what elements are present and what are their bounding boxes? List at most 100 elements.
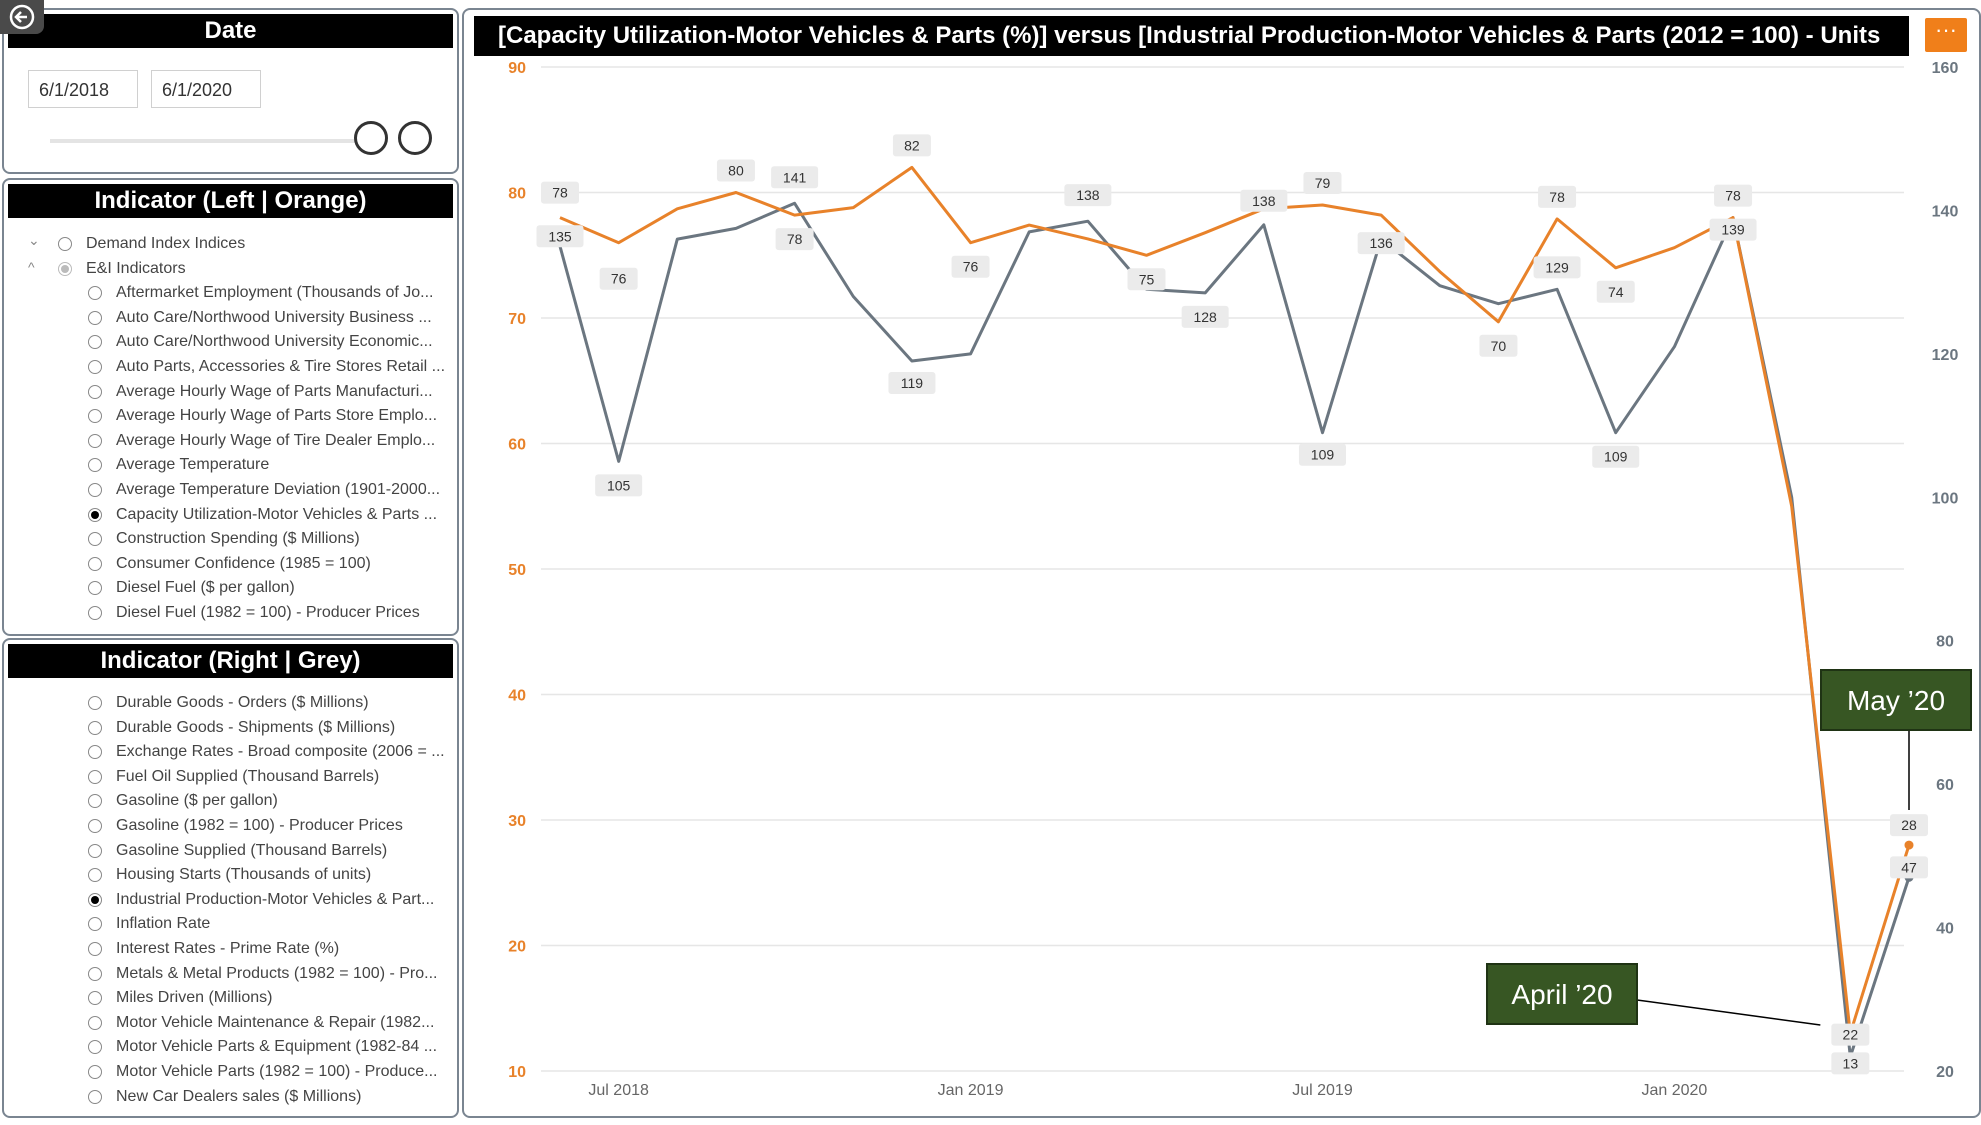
radio-button[interactable] — [88, 794, 102, 809]
radio-button[interactable] — [88, 720, 102, 735]
indicator-option[interactable]: Average Hourly Wage of Tire Dealer Emplo… — [4, 429, 457, 453]
indicator-option[interactable]: Diesel Fuel (1982 = 100) - Producer Pric… — [4, 601, 457, 625]
indicator-option[interactable]: Motor Vehicle Maintenance & Repair (1982… — [4, 1011, 457, 1035]
indicator-group[interactable]: ⌄ Demand Index Indices — [4, 232, 457, 256]
data-label-background — [1538, 185, 1577, 208]
data-label: 138 — [1076, 187, 1100, 203]
data-label: 105 — [607, 477, 631, 493]
data-label: 136 — [1369, 235, 1393, 251]
indicator-option[interactable]: Average Temperature — [4, 453, 457, 477]
orange-series-endpoint — [1904, 840, 1914, 850]
indicator-group[interactable]: ^ E&I Indicators — [4, 257, 457, 281]
radio-button[interactable] — [88, 1089, 102, 1104]
radio-button[interactable] — [88, 458, 102, 473]
indicator-option[interactable]: Durable Goods - Orders ($ Millions) — [4, 691, 457, 715]
radio-button[interactable] — [88, 843, 102, 858]
indicator-option[interactable]: Auto Care/Northwood University Economic.… — [4, 330, 457, 354]
data-label-background — [888, 372, 936, 395]
radio-button[interactable] — [88, 310, 102, 325]
data-label-background — [1127, 268, 1166, 291]
date-slider-track[interactable] — [50, 139, 380, 143]
group-radio[interactable] — [58, 261, 72, 276]
radio-button[interactable] — [88, 286, 102, 301]
indicator-option[interactable]: Capacity Utilization-Motor Vehicles & Pa… — [4, 503, 457, 527]
indicator-option[interactable]: Fuel Oil Supplied (Thousand Barrels) — [4, 765, 457, 789]
indicator-option[interactable]: Diesel Fuel ($ per gallon) — [4, 576, 457, 600]
radio-button[interactable] — [88, 581, 102, 596]
radio-button[interactable] — [88, 1015, 102, 1030]
data-label-background — [536, 225, 584, 248]
indicator-option[interactable]: Housing Starts (Thousands of units) — [4, 863, 457, 887]
indicator-option[interactable]: Average Temperature Deviation (1901-2000… — [4, 478, 457, 502]
indicator-option[interactable]: Auto Care/Northwood University Business … — [4, 306, 457, 330]
indicator-option[interactable]: Consumer Confidence (1985 = 100) — [4, 552, 457, 576]
indicator-option[interactable]: Miles Driven (Millions) — [4, 986, 457, 1010]
radio-button[interactable] — [88, 1040, 102, 1055]
more-options-button[interactable]: ··· — [1925, 18, 1967, 52]
radio-button[interactable] — [88, 819, 102, 833]
indicator-option[interactable]: Average Hourly Wage of Parts Store Emplo… — [4, 404, 457, 428]
indicator-option[interactable]: Industrial Production-Motor Vehicles & P… — [4, 888, 457, 912]
indicator-option-label: Diesel Fuel ($ per gallon) — [116, 579, 295, 597]
radio-button[interactable] — [88, 532, 102, 547]
data-label: 141 — [783, 169, 807, 185]
indicator-option[interactable]: Inflation Rate — [4, 912, 457, 936]
radio-button[interactable] — [88, 696, 102, 710]
indicator-option-label: Miles Driven (Millions) — [116, 989, 273, 1007]
data-label: 74 — [1608, 284, 1624, 300]
annotation-box-april — [1486, 963, 1638, 1025]
indicator-option[interactable]: Aftermarket Employment (Thousands of Jo.… — [4, 281, 457, 305]
data-label-background — [1064, 184, 1112, 207]
radio-button[interactable] — [88, 892, 102, 907]
left-axis-tick-label: 80 — [508, 186, 526, 203]
data-label: 78 — [1549, 189, 1565, 205]
end-date-input[interactable]: 6/1/2020 — [151, 70, 261, 108]
slider-start-handle[interactable] — [354, 121, 388, 155]
data-label-background — [1181, 305, 1229, 328]
data-label-background — [1890, 856, 1928, 879]
indicator-option[interactable]: Auto Parts, Accessories & Tire Stores Re… — [4, 355, 457, 379]
indicator-option[interactable]: Motor Vehicle Parts & Equipment (1982-84… — [4, 1035, 457, 1059]
indicator-option[interactable]: Gasoline Supplied (Thousand Barrels) — [4, 839, 457, 863]
indicator-option-label: Gasoline (1982 = 100) - Producer Prices — [116, 817, 403, 834]
radio-button[interactable] — [88, 409, 102, 424]
indicator-option[interactable]: Exchange Rates - Broad composite (2006 =… — [4, 740, 457, 764]
radio-button[interactable] — [88, 942, 102, 956]
left-axis-tick-label: 10 — [508, 1064, 526, 1081]
radio-button[interactable] — [88, 606, 102, 620]
indicator-option[interactable]: New Car Dealers sales ($ Millions) — [4, 1085, 457, 1109]
chevron-down-icon[interactable]: ⌄ — [28, 232, 40, 248]
back-button[interactable] — [0, 0, 44, 34]
indicator-option[interactable]: Metals & Metal Products (1982 = 100) - P… — [4, 962, 457, 986]
indicator-option[interactable]: Durable Goods - Shipments ($ Millions) — [4, 716, 457, 740]
radio-button[interactable] — [88, 507, 102, 522]
radio-button[interactable] — [88, 745, 102, 760]
radio-button[interactable] — [88, 556, 102, 571]
indicator-option-label: Aftermarket Employment (Thousands of Jo.… — [116, 284, 434, 302]
radio-button[interactable] — [88, 991, 102, 1006]
group-radio[interactable] — [58, 237, 72, 251]
indicator-option[interactable]: Interest Rates - Prime Rate (%) — [4, 937, 457, 961]
radio-button[interactable] — [88, 868, 102, 883]
radio-button[interactable] — [88, 966, 102, 981]
data-label-background — [1592, 445, 1640, 468]
indicator-option[interactable]: Gasoline (1982 = 100) - Producer Prices — [4, 814, 457, 838]
radio-button[interactable] — [88, 335, 102, 350]
indicator-option[interactable]: Construction Spending ($ Millions) — [4, 527, 457, 551]
radio-button[interactable] — [88, 384, 102, 399]
chart-title: [Capacity Utilization-Motor Vehicles & P… — [474, 16, 1909, 56]
data-label: 80 — [728, 163, 744, 179]
radio-button[interactable] — [88, 433, 102, 448]
indicator-option[interactable]: Average Hourly Wage of Parts Manufacturi… — [4, 380, 457, 404]
indicator-option[interactable]: Gasoline ($ per gallon) — [4, 789, 457, 813]
radio-button[interactable] — [88, 483, 102, 497]
radio-button[interactable] — [88, 769, 102, 784]
radio-button[interactable] — [88, 917, 102, 932]
radio-button[interactable] — [88, 360, 102, 374]
chevron-up-icon[interactable]: ^ — [28, 258, 35, 275]
indicator-option[interactable]: Motor Vehicle Parts (1982 = 100) - Produ… — [4, 1060, 457, 1084]
slider-end-handle[interactable] — [398, 121, 432, 155]
start-date-input[interactable]: 6/1/2018 — [28, 70, 138, 108]
indicator-option-label: Consumer Confidence (1985 = 100) — [116, 554, 371, 572]
radio-button[interactable] — [88, 1065, 102, 1079]
